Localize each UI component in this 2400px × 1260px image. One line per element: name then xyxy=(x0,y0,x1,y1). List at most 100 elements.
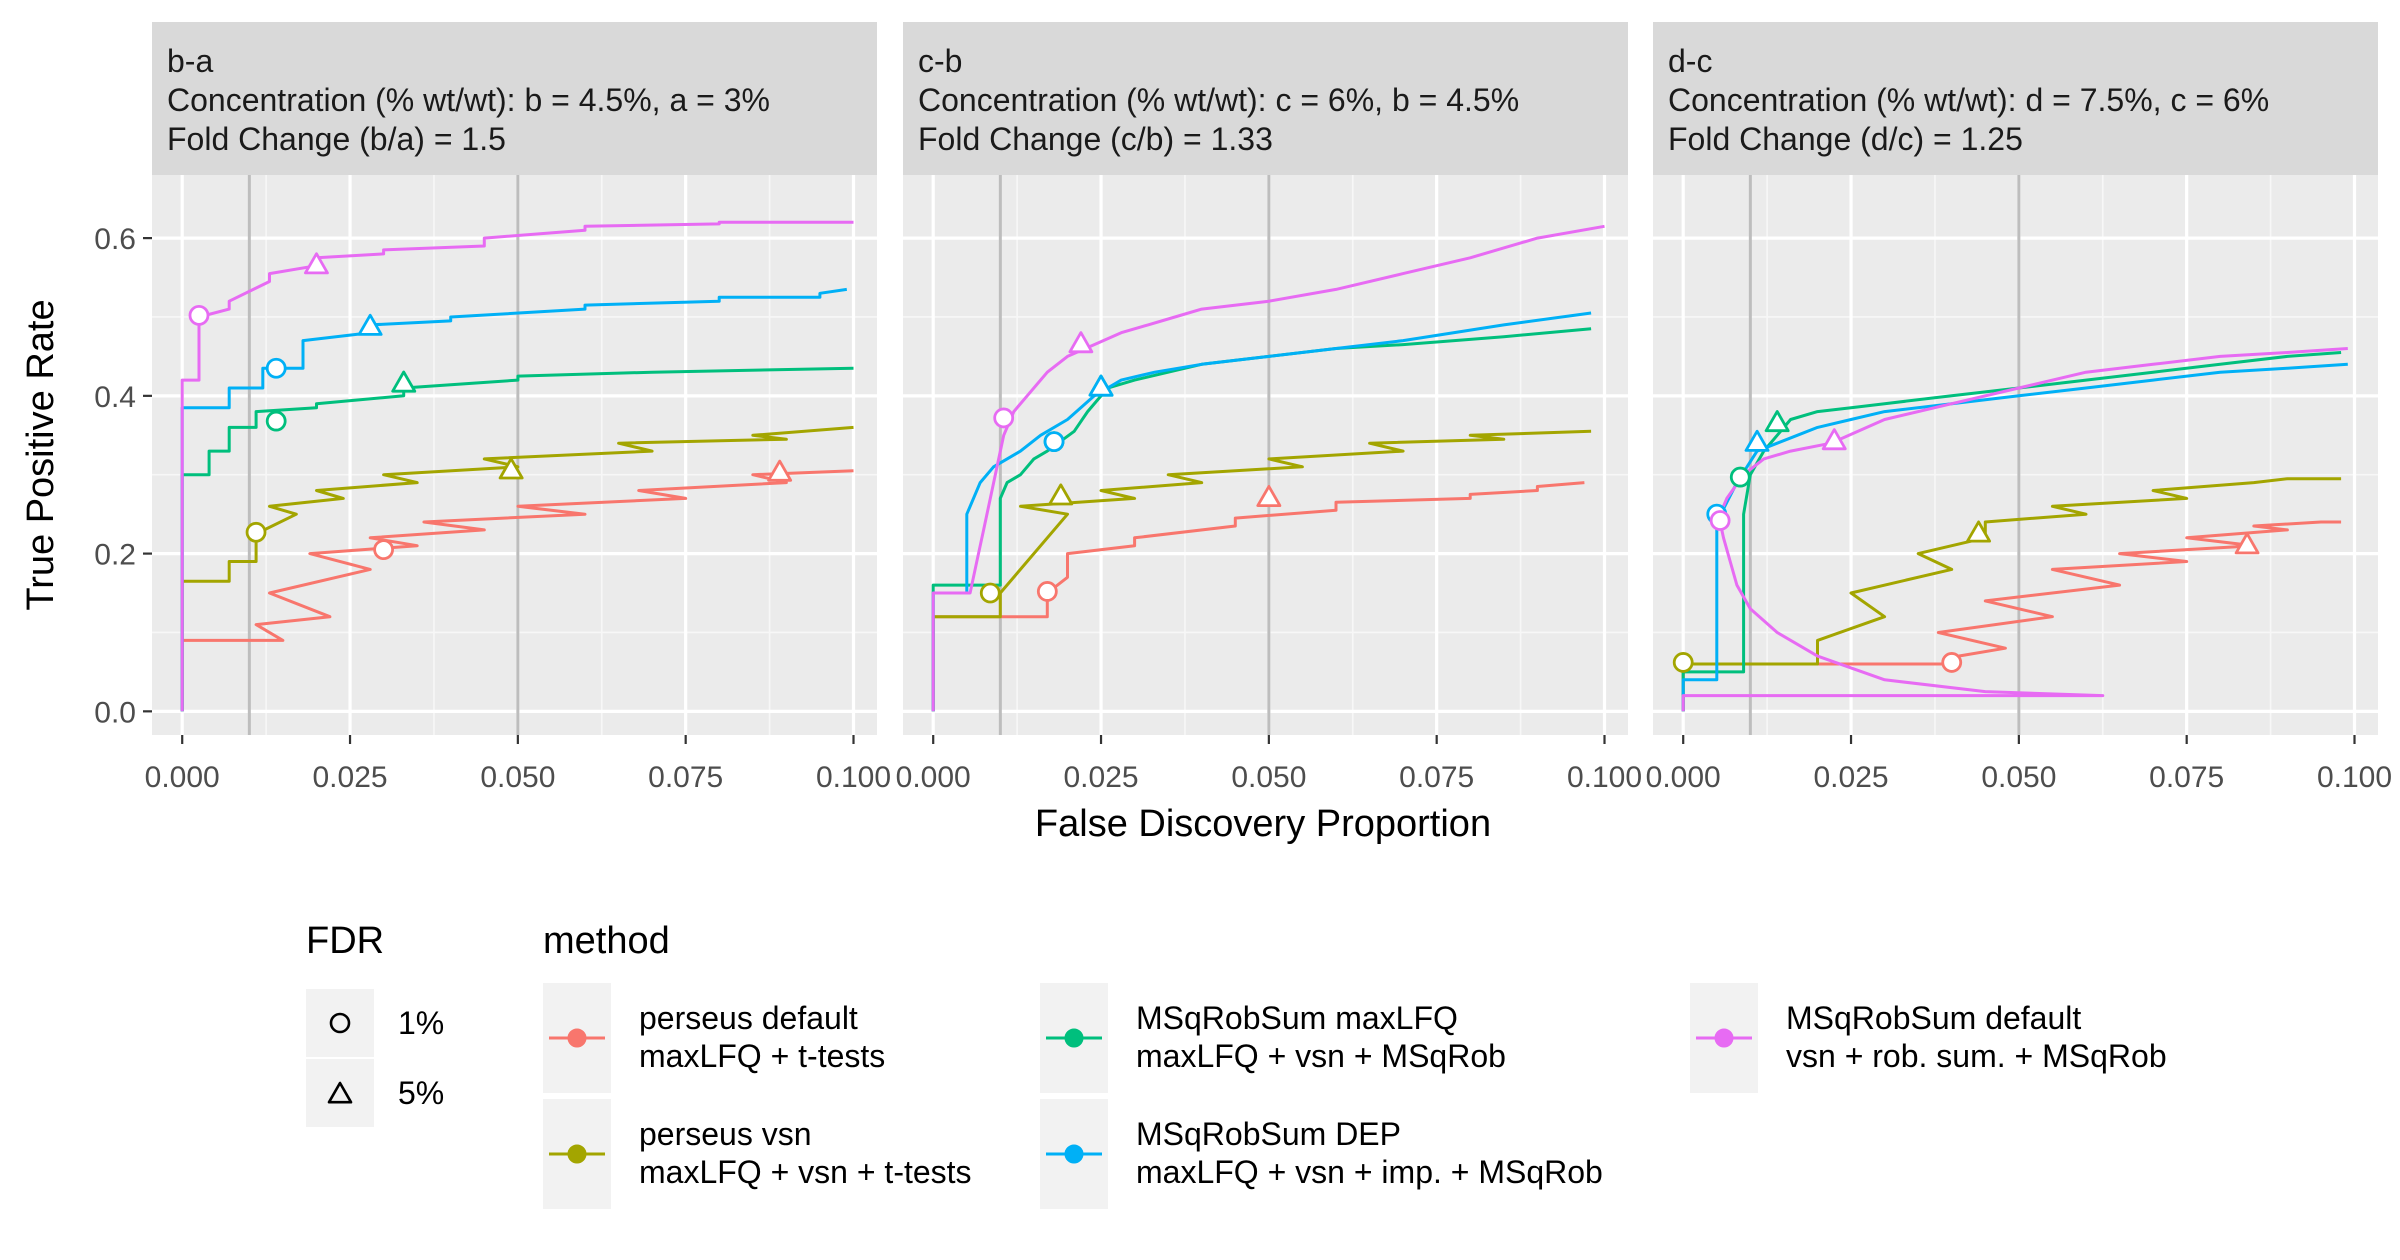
series-line-msqrobsum_dep xyxy=(1681,362,2348,712)
fdr-5pct-marker-perseus_default xyxy=(767,459,793,482)
series-line-perseus_vsn xyxy=(931,429,1592,712)
legend-dot-perseus_vsn xyxy=(567,1144,587,1164)
x-tick-label: 0.050 xyxy=(1981,761,2056,794)
legend-title-fdr: FDR xyxy=(306,920,384,962)
legend-dot-perseus_default xyxy=(567,1028,587,1048)
axes: True Positive Rate False Discovery Propo… xyxy=(20,299,1491,845)
x-tick-label: 0.075 xyxy=(1399,761,1474,794)
legend-fdr-label: 5% xyxy=(398,1075,444,1111)
legend-method-description: maxLFQ + vsn + imp. + MSqRob xyxy=(1136,1154,1603,1190)
fdr-1pct-marker-msqrobsum_default xyxy=(993,407,1015,429)
x-axis-title: False Discovery Proportion xyxy=(1035,803,1491,845)
legend-dot-msqrobsum_dep xyxy=(1064,1144,1084,1164)
fdr-1pct-marker-msqrobsum_default xyxy=(1709,510,1731,531)
fdr-5pct-marker-msqrobsum_default xyxy=(1821,428,1847,451)
series-line-perseus_vsn xyxy=(180,425,854,712)
fdr-5pct-marker-msqrobsum_dep xyxy=(357,313,383,336)
facet-strip-line: Concentration (% wt/wt): d = 7.5%, c = 6… xyxy=(1668,82,2269,118)
x-tick-label: 0.000 xyxy=(145,761,220,794)
series-line-msqrobsum_maxlfq xyxy=(1681,351,2342,712)
y-axis-title: True Positive Rate xyxy=(20,299,62,610)
fdr-1pct-marker-msqrobsum_default xyxy=(188,304,210,326)
facet-strip-line: Fold Change (c/b) = 1.33 xyxy=(918,121,1273,157)
legend-method-description: maxLFQ + vsn + t-tests xyxy=(639,1154,972,1190)
legend-method-description: maxLFQ + t-tests xyxy=(639,1038,885,1074)
x-tick-label: 0.075 xyxy=(2149,761,2224,794)
fdr-5pct-marker-perseus_vsn xyxy=(1048,483,1074,506)
x-tick-label: 0.025 xyxy=(312,761,387,794)
plot-background xyxy=(152,175,877,735)
plot-background xyxy=(903,175,1628,735)
fdr-5pct-marker-msqrobsum_maxlfq xyxy=(391,370,417,393)
legend-title-method: method xyxy=(543,920,670,962)
x-tick-label: 0.000 xyxy=(1646,761,1721,794)
fdr-1pct-marker-perseus_vsn xyxy=(245,521,267,543)
facet-strip-line: Fold Change (d/c) = 1.25 xyxy=(1668,121,2023,157)
fdr-5pct-marker-msqrobsum_default xyxy=(1068,331,1094,354)
x-tick-label: 0.025 xyxy=(1813,761,1888,794)
x-tick-label: 0.100 xyxy=(1567,761,1642,794)
fdr-5pct-marker-perseus_vsn xyxy=(498,457,524,480)
y-tick-label: 0.0 xyxy=(94,696,136,729)
legend-method-name: MSqRobSum maxLFQ xyxy=(1136,1000,1458,1036)
legend-key-background xyxy=(306,989,374,1057)
x-tick-label: 0.000 xyxy=(896,761,971,794)
y-tick-label: 0.2 xyxy=(94,539,136,572)
x-tick-label: 0.050 xyxy=(480,761,555,794)
facet-strip-line: Concentration (% wt/wt): c = 6%, b = 4.5… xyxy=(918,82,1519,118)
fdr-5pct-marker-msqrobsum_dep xyxy=(1744,429,1770,452)
fdr-1pct-marker-perseus_default xyxy=(1941,652,1963,673)
legend-key-background xyxy=(306,1059,374,1127)
series-line-msqrobsum_dep xyxy=(931,311,1592,712)
fdr-5pct-marker-perseus_vsn xyxy=(1966,520,1991,543)
fdr-1pct-marker-msqrobsum_dep xyxy=(1043,431,1065,452)
legend-method-name: MSqRobSum default xyxy=(1786,1000,2081,1036)
facet-strip-line: c-b xyxy=(918,43,962,79)
legend-method-name: perseus vsn xyxy=(639,1116,812,1152)
facet-strip-line: b-a xyxy=(167,43,213,79)
facet-strip-line: d-c xyxy=(1668,43,1712,79)
fdr-1pct-marker-perseus_vsn xyxy=(1672,652,1694,673)
fdr-1pct-marker-perseus_vsn xyxy=(979,582,1001,604)
x-tick-label: 0.100 xyxy=(816,761,891,794)
y-tick-label: 0.6 xyxy=(94,223,136,256)
x-tick-label: 0.100 xyxy=(2317,761,2392,794)
fdr-1pct-marker-perseus_default xyxy=(373,539,394,561)
x-tick-label: 0.075 xyxy=(648,761,723,794)
legend-circle-symbol xyxy=(329,1012,351,1034)
facet-strip xyxy=(903,22,1628,175)
legend-method-name: MSqRobSum DEP xyxy=(1136,1116,1401,1152)
legend-triangle-symbol xyxy=(327,1081,353,1104)
fdr-1pct-marker-perseus_default xyxy=(1036,581,1058,602)
facet-strip-line: Concentration (% wt/wt): b = 4.5%, a = 3… xyxy=(167,82,770,118)
x-tick-label: 0.025 xyxy=(1063,761,1138,794)
series-line-perseus_default xyxy=(180,469,854,712)
fdr-5pct-marker-msqrobsum_dep xyxy=(1088,374,1114,397)
legend-method-name: perseus default xyxy=(639,1000,858,1036)
y-tick-label: 0.4 xyxy=(94,381,136,414)
fdr-5pct-marker-perseus_default xyxy=(1256,484,1282,508)
facet-strip xyxy=(152,22,877,175)
fdr-5pct-marker-msqrobsum_maxlfq xyxy=(1764,410,1790,433)
fdr-1pct-marker-msqrobsum_maxlfq xyxy=(1729,466,1751,488)
fdr-5pct-marker-msqrobsum_default xyxy=(303,252,329,275)
fdr-1pct-marker-msqrobsum_maxlfq xyxy=(265,410,287,432)
fdr-1pct-marker-msqrobsum_dep xyxy=(265,357,287,379)
legend-dot-msqrobsum_maxlfq xyxy=(1064,1028,1084,1048)
series-line-msqrobsum_default xyxy=(931,224,1605,712)
facet-strip xyxy=(1653,22,2378,175)
series-line-msqrobsum_maxlfq xyxy=(180,366,854,712)
facet-strip-line: Fold Change (b/a) = 1.5 xyxy=(167,121,506,157)
legend-dot-msqrobsum_default xyxy=(1714,1028,1734,1048)
x-tick-label: 0.050 xyxy=(1231,761,1306,794)
legend-method-description: vsn + rob. sum. + MSqRob xyxy=(1786,1038,2167,1074)
fdr-5pct-marker-perseus_default xyxy=(2234,532,2260,555)
legend-method-description: maxLFQ + vsn + MSqRob xyxy=(1136,1038,1506,1074)
legend-fdr-label: 1% xyxy=(398,1005,444,1041)
